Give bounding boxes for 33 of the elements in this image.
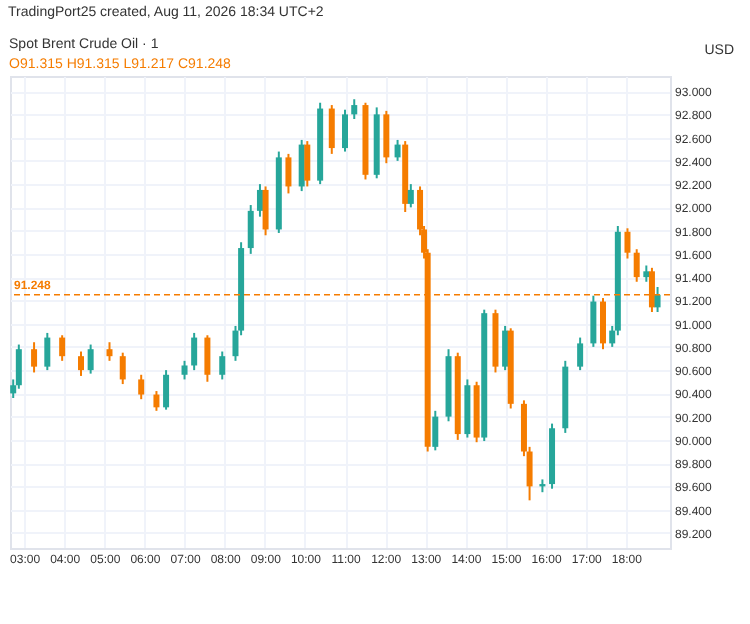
candlestick xyxy=(633,248,640,283)
candlestick xyxy=(138,373,145,401)
candlestick xyxy=(285,152,292,195)
candlestick xyxy=(106,341,113,362)
candlestick xyxy=(15,343,22,390)
candlestick xyxy=(407,183,414,209)
candlestick xyxy=(590,294,597,348)
candlestick xyxy=(59,334,66,362)
candlestick xyxy=(44,331,51,372)
candlestick xyxy=(351,98,358,121)
candlestick xyxy=(256,183,263,218)
candlestick xyxy=(204,334,211,383)
candlestick xyxy=(191,331,198,372)
candlestick xyxy=(87,343,94,375)
candlestick xyxy=(600,297,606,351)
candlestick xyxy=(328,104,335,155)
candlestick xyxy=(383,109,390,165)
candlestick xyxy=(432,409,439,452)
candlestick xyxy=(181,359,188,381)
candlestick xyxy=(219,350,226,381)
candlestick xyxy=(78,350,85,377)
candlestick xyxy=(342,108,349,153)
candlestick xyxy=(502,324,509,372)
candlestick xyxy=(119,351,126,386)
candlestick xyxy=(247,204,254,255)
candlestick xyxy=(577,336,584,372)
candlestick xyxy=(394,138,401,162)
candlestick xyxy=(153,390,160,412)
candlestick xyxy=(163,369,170,411)
candlestick xyxy=(624,227,631,260)
candlestick xyxy=(304,140,311,188)
candlestick xyxy=(262,185,269,237)
candlestick xyxy=(31,341,38,374)
